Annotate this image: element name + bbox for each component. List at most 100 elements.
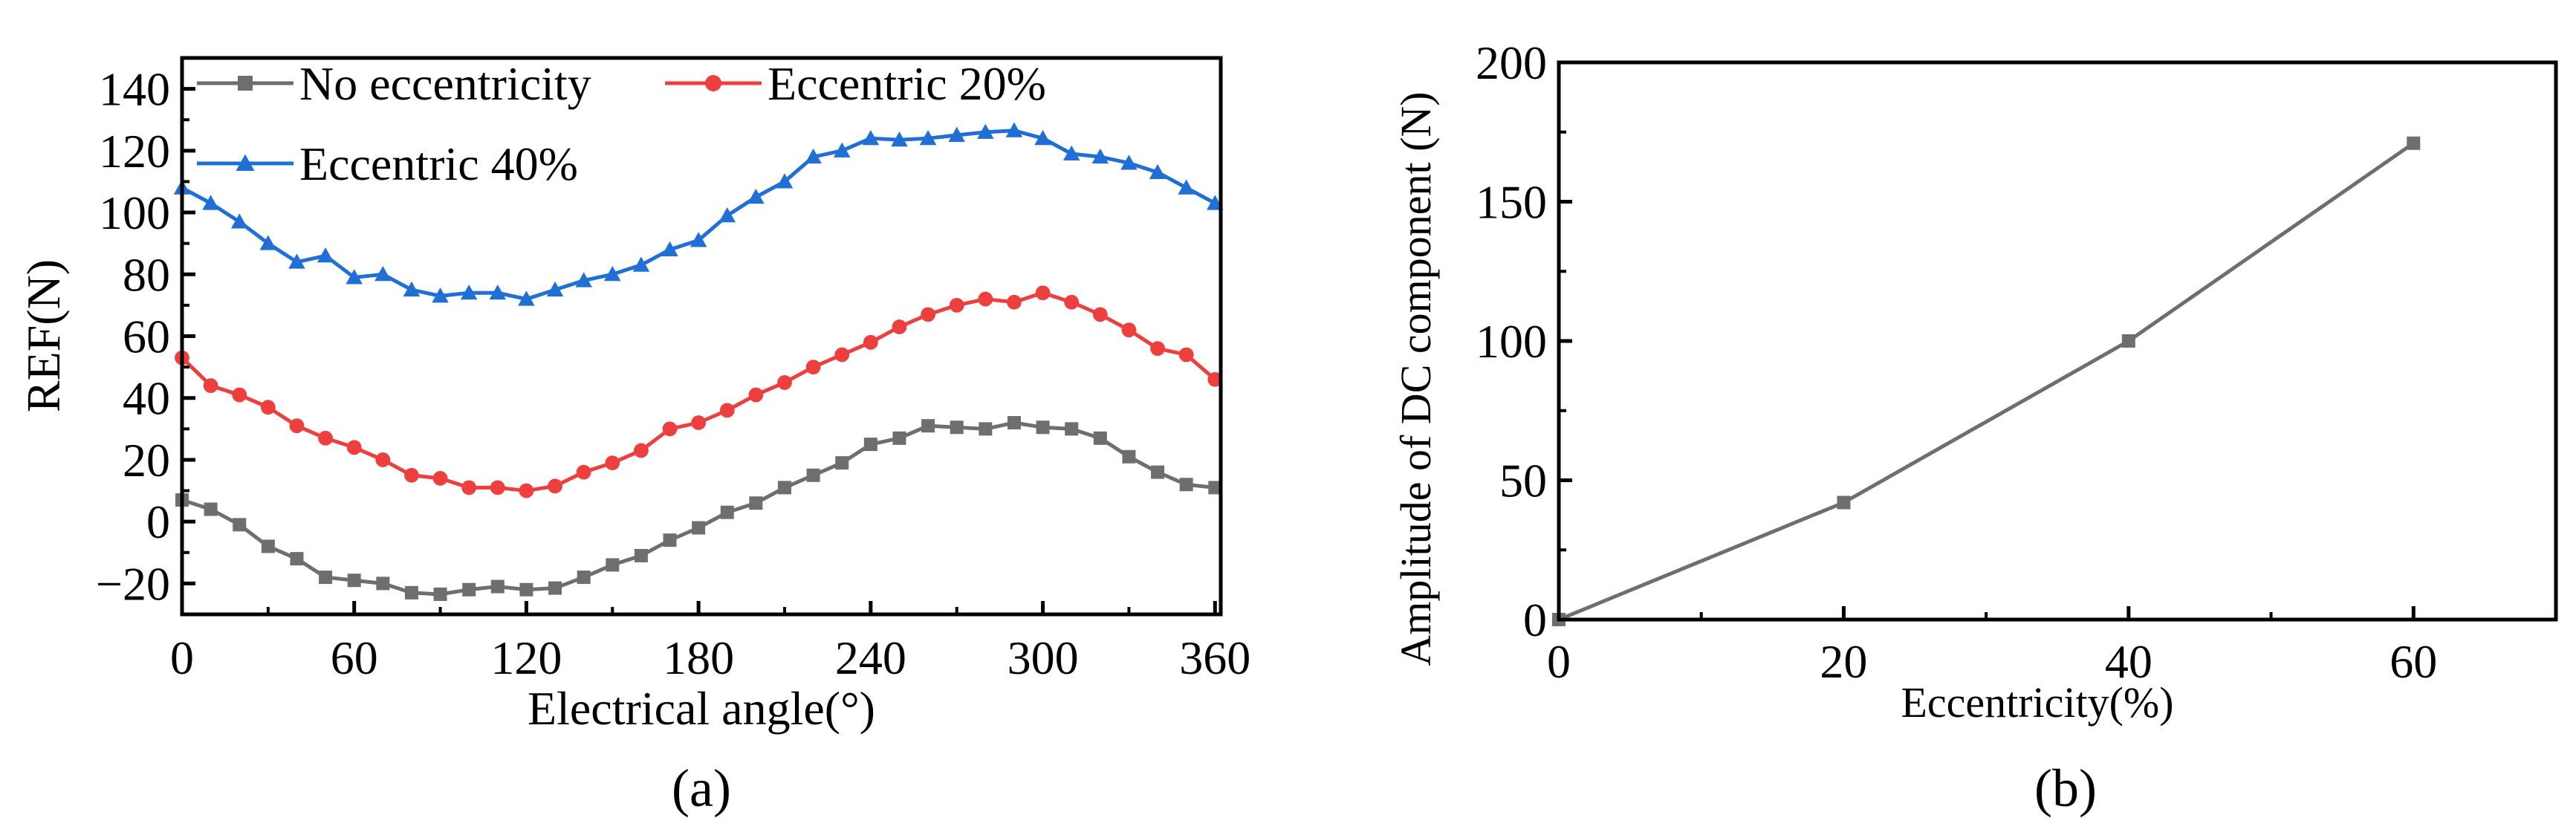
data-point — [632, 256, 650, 272]
data-point — [719, 403, 735, 418]
data-point — [261, 539, 275, 553]
data-point — [748, 387, 764, 403]
data-point — [519, 483, 534, 498]
data-point — [921, 307, 935, 322]
data-point — [1093, 431, 1107, 445]
y-tick-label: 100 — [99, 186, 170, 239]
y-tick-label: 80 — [123, 248, 170, 301]
data-point — [891, 131, 908, 147]
data-point — [1091, 148, 1109, 164]
data-point — [1065, 422, 1079, 436]
y-tick-label: 40 — [123, 372, 170, 425]
data-point — [1207, 371, 1223, 387]
x-tick-label: 240 — [835, 631, 906, 684]
data-point — [490, 579, 505, 594]
data-point — [604, 266, 621, 282]
legend-marker — [705, 75, 721, 91]
panel-b-x-axis-label: Eccentricity(%) — [1901, 678, 2173, 727]
data-point — [2407, 136, 2421, 150]
data-point — [1208, 481, 1222, 495]
panel-b-series-group — [1552, 136, 2421, 626]
data-point — [577, 571, 591, 585]
panel-b-label: (b) — [2034, 758, 2097, 818]
data-point — [1007, 294, 1022, 310]
data-point — [489, 284, 507, 300]
panel-b-chart: 0 20 40 60 0 50 100 150 200 Eccentricity(%) Ampl… — [1392, 36, 2558, 818]
data-point — [690, 232, 707, 247]
data-point — [375, 452, 391, 467]
data-point — [1179, 478, 1193, 492]
data-point — [1122, 449, 1136, 464]
data-point — [433, 587, 447, 601]
y-tick-label: 120 — [99, 125, 170, 178]
series-line — [181, 420, 1216, 597]
data-point — [806, 468, 820, 482]
data-point — [318, 430, 333, 446]
legend-marker — [238, 76, 253, 91]
data-point — [576, 464, 591, 480]
x-tick-label: 0 — [170, 631, 194, 684]
data-point — [462, 582, 476, 597]
x-tick-label: 120 — [490, 631, 562, 684]
data-point — [317, 247, 334, 263]
data-point — [1178, 347, 1194, 363]
data-point — [777, 481, 791, 495]
data-point — [834, 347, 850, 363]
x-tick-label: 0 — [1547, 635, 1571, 688]
data-point — [977, 123, 994, 139]
data-point — [805, 360, 821, 375]
data-point — [404, 585, 418, 600]
data-point — [691, 415, 707, 430]
data-point — [1120, 155, 1138, 170]
legend-label: Eccentric 40% — [299, 137, 578, 190]
data-point — [921, 419, 935, 433]
legend-label: Eccentric 20% — [768, 57, 1046, 110]
data-point — [460, 284, 478, 300]
data-point — [1149, 163, 1167, 179]
data-point — [288, 253, 305, 269]
data-point — [1007, 416, 1021, 430]
data-point — [432, 287, 449, 303]
x-tick-label: 360 — [1179, 631, 1250, 684]
data-point — [518, 290, 535, 306]
legend-label: No eccentricity — [299, 57, 591, 110]
data-point — [548, 478, 562, 494]
data-point — [1036, 420, 1050, 435]
data-point — [432, 471, 448, 486]
data-point — [1062, 145, 1080, 160]
data-point — [1064, 294, 1080, 310]
data-point — [319, 571, 333, 585]
data-point — [374, 266, 392, 282]
panel-a-chart: 0 60 120 180 240 300 360−20020406080100120140 … — [17, 56, 1250, 818]
data-point — [548, 581, 562, 595]
data-point — [260, 400, 276, 415]
x-tick-label: 300 — [1008, 631, 1079, 684]
legend-marker — [236, 154, 255, 171]
y-tick-label: 100 — [1476, 315, 1547, 368]
data-point — [1005, 122, 1023, 137]
data-point — [347, 574, 361, 588]
data-point — [259, 235, 277, 250]
panel-a-x-axis-label: Electrical angle(°) — [528, 682, 875, 735]
data-point — [1837, 496, 1851, 510]
data-point — [290, 552, 304, 566]
data-point — [892, 319, 907, 334]
data-point — [749, 496, 763, 510]
data-point — [204, 502, 218, 516]
y-tick-label: 150 — [1476, 176, 1547, 229]
data-point — [747, 189, 765, 204]
data-point — [662, 421, 678, 437]
y-tick-label: 0 — [146, 496, 170, 548]
data-point — [1034, 129, 1051, 146]
data-point — [720, 505, 734, 519]
data-point — [1150, 341, 1165, 357]
data-point — [230, 213, 248, 229]
series-line — [181, 290, 1216, 493]
y-tick-label: 140 — [99, 63, 170, 116]
data-point — [1151, 465, 1165, 479]
y-tick-label: 20 — [123, 434, 170, 487]
x-tick-label: 20 — [1820, 635, 1867, 688]
